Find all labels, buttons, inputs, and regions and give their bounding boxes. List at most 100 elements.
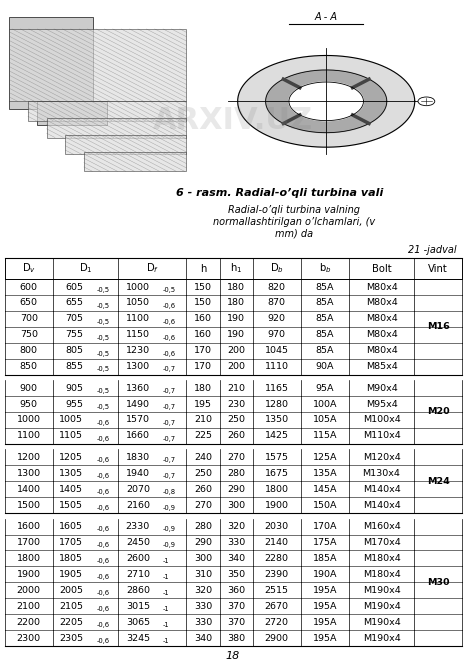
Text: 1050: 1050 [126, 298, 150, 307]
Text: 920: 920 [268, 315, 286, 323]
Text: 2515: 2515 [265, 586, 289, 595]
Text: 370: 370 [227, 602, 245, 611]
Text: M30: M30 [427, 578, 450, 587]
Text: 950: 950 [20, 399, 38, 408]
Text: -1: -1 [163, 590, 169, 596]
Text: b$_b$: b$_b$ [319, 262, 331, 276]
Text: 820: 820 [268, 282, 286, 292]
Text: 700: 700 [20, 315, 38, 323]
Text: -0,5: -0,5 [97, 350, 110, 356]
Text: 330: 330 [194, 602, 212, 611]
Text: 2105: 2105 [59, 602, 83, 611]
Text: 260: 260 [227, 432, 245, 440]
Text: 300: 300 [227, 500, 245, 510]
Text: 195A: 195A [313, 617, 337, 627]
Text: -1: -1 [163, 574, 169, 580]
Text: 1230: 1230 [126, 346, 150, 355]
Text: 160: 160 [194, 315, 212, 323]
Text: 2100: 2100 [17, 602, 41, 611]
Text: 330: 330 [227, 538, 245, 547]
Text: -0,5: -0,5 [97, 319, 110, 325]
Text: 280: 280 [194, 522, 212, 531]
Text: 1800: 1800 [17, 554, 41, 563]
Text: -0,5: -0,5 [97, 287, 110, 293]
Text: 1360: 1360 [126, 383, 150, 393]
Bar [9, 29, 186, 101]
Text: 210: 210 [227, 383, 245, 393]
Text: 3015: 3015 [126, 602, 150, 611]
Text: M140x4: M140x4 [363, 500, 400, 510]
Text: D$_b$: D$_b$ [270, 262, 284, 276]
Text: 85A: 85A [315, 315, 334, 323]
Bar [65, 135, 186, 155]
Text: 1905: 1905 [59, 570, 83, 579]
Text: 225: 225 [194, 432, 212, 440]
Text: 1575: 1575 [265, 453, 289, 462]
Text: 1280: 1280 [265, 399, 289, 408]
Text: 1405: 1405 [59, 485, 83, 494]
Text: 905: 905 [65, 383, 83, 393]
Text: 380: 380 [227, 633, 245, 642]
Text: 2670: 2670 [265, 602, 289, 611]
Text: 2710: 2710 [126, 570, 150, 579]
Text: 2300: 2300 [17, 633, 41, 642]
Text: 1105: 1105 [59, 432, 83, 440]
Text: M180x4: M180x4 [363, 570, 400, 579]
Text: 2450: 2450 [126, 538, 150, 547]
Text: 850: 850 [20, 362, 38, 371]
Text: 900: 900 [20, 383, 38, 393]
Text: 3065: 3065 [126, 617, 150, 627]
Text: 2005: 2005 [59, 586, 83, 595]
Text: -0,7: -0,7 [163, 473, 176, 479]
Text: 1660: 1660 [126, 432, 150, 440]
Text: 190: 190 [227, 315, 245, 323]
Text: -0,6: -0,6 [97, 606, 110, 612]
Text: 1165: 1165 [265, 383, 289, 393]
Text: -0,5: -0,5 [97, 388, 110, 394]
Text: M190x4: M190x4 [363, 586, 400, 595]
Text: 2200: 2200 [17, 617, 41, 627]
Text: 2140: 2140 [265, 538, 289, 547]
Text: -0,6: -0,6 [97, 505, 110, 511]
Text: 170: 170 [194, 362, 212, 371]
Text: -0,6: -0,6 [163, 350, 176, 356]
Text: -0,6: -0,6 [97, 574, 110, 580]
Text: 340: 340 [194, 633, 212, 642]
Text: 800: 800 [20, 346, 38, 355]
Text: 805: 805 [65, 346, 83, 355]
Text: 115A: 115A [313, 432, 337, 440]
Text: 1605: 1605 [59, 522, 83, 531]
Text: 1005: 1005 [59, 416, 83, 424]
Text: 200: 200 [227, 362, 245, 371]
Text: 270: 270 [227, 453, 245, 462]
Text: 2900: 2900 [265, 633, 289, 642]
Bar [47, 118, 186, 137]
Text: 2160: 2160 [126, 500, 150, 510]
Text: 175A: 175A [313, 538, 337, 547]
Text: 290: 290 [194, 538, 212, 547]
Text: M180x4: M180x4 [363, 554, 400, 563]
Text: -0,8: -0,8 [163, 489, 176, 495]
Text: -0,7: -0,7 [163, 388, 176, 394]
Text: ARXIV.UZ: ARXIV.UZ [153, 106, 313, 135]
Text: 150: 150 [194, 298, 212, 307]
Text: -0,6: -0,6 [97, 457, 110, 463]
Text: 1705: 1705 [59, 538, 83, 547]
Text: M80x4: M80x4 [366, 298, 397, 307]
Text: 2000: 2000 [17, 586, 41, 595]
Text: 195A: 195A [313, 633, 337, 642]
Bar [5, 258, 462, 279]
Text: 705: 705 [65, 315, 83, 323]
Text: 1800: 1800 [265, 485, 289, 494]
Text: -0,5: -0,5 [97, 334, 110, 340]
Text: 240: 240 [194, 453, 212, 462]
Text: M160x4: M160x4 [363, 522, 400, 531]
Text: 1490: 1490 [126, 399, 150, 408]
Text: 855: 855 [65, 362, 83, 371]
Text: -0,5: -0,5 [97, 303, 110, 309]
Text: 605: 605 [65, 282, 83, 292]
Text: 180: 180 [227, 282, 245, 292]
Text: 290: 290 [227, 485, 245, 494]
Text: 350: 350 [227, 570, 245, 579]
Text: -0,9: -0,9 [163, 543, 176, 549]
